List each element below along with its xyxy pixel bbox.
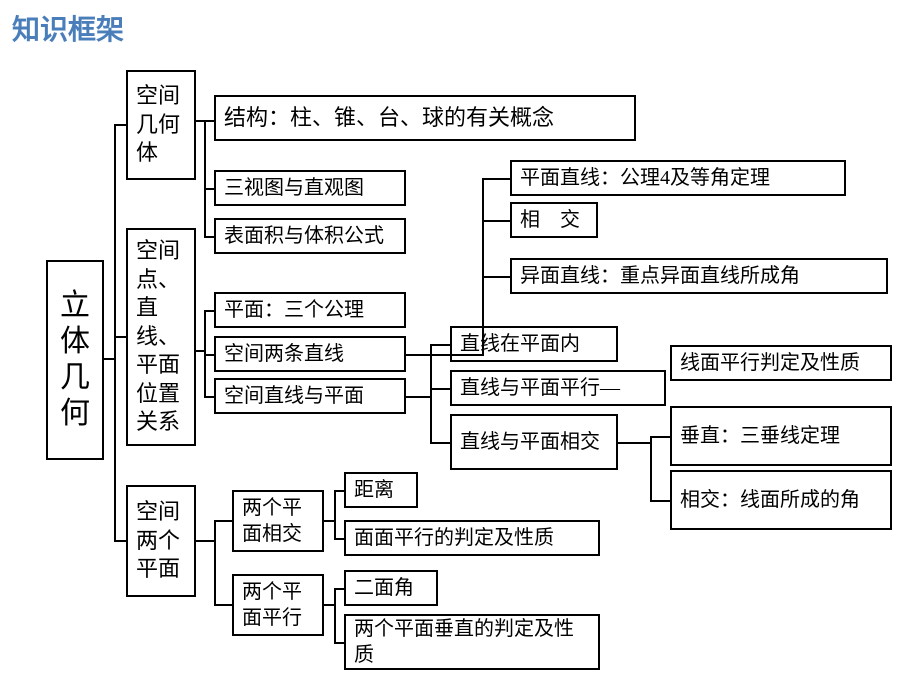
conn (214, 604, 232, 606)
l2-pos-rel: 空间点、直线、平面位置关系 (126, 228, 196, 446)
conn (334, 490, 344, 492)
conn (334, 642, 344, 644)
conn (334, 538, 344, 540)
parallel-result: 线面平行判定及性质 (670, 345, 892, 381)
gb-views: 三视图与直观图 (214, 170, 406, 206)
tp-parallel: 两个平面平行 (232, 574, 324, 636)
conn (114, 336, 126, 338)
l2-geom-body: 空间几何体 (126, 70, 196, 180)
conn (334, 490, 336, 538)
gb-structure: 结构：柱、锥、台、球的有关概念 (214, 95, 636, 141)
tp-intersect: 两个平面相交 (232, 490, 324, 552)
conn (650, 500, 670, 502)
lp-intersect: 直线与平面相交 (450, 414, 618, 470)
root-c4: 何 (60, 396, 90, 432)
conn (650, 436, 652, 500)
conn (650, 436, 670, 438)
conn (204, 396, 214, 398)
conn (204, 236, 214, 238)
conn (482, 178, 484, 356)
conn (430, 442, 450, 444)
int-angle: 相交：线面所成的角 (670, 470, 892, 530)
lp-parallel: 直线与平面平行— (450, 370, 666, 406)
conn (618, 442, 652, 444)
conn (406, 354, 484, 356)
conn (114, 540, 126, 542)
conn (482, 276, 510, 278)
conn (204, 188, 214, 190)
conn (430, 388, 450, 390)
root-box: 立 体 几 何 (46, 260, 104, 460)
conn (114, 124, 116, 540)
conn (430, 344, 450, 346)
root-c2: 体 (60, 324, 90, 360)
conn (204, 120, 214, 122)
pr-line-plane: 空间直线与平面 (214, 378, 406, 414)
tl-skew: 异面直线：重点异面直线所成角 (510, 258, 888, 294)
conn (214, 520, 232, 522)
conn (430, 344, 432, 442)
l2-two-planes: 空间两个平面 (126, 485, 196, 597)
ppi-distance: 距离 (344, 472, 418, 508)
int-perp: 垂直：三垂线定理 (670, 406, 892, 466)
pr-two-lines: 空间两条直线 (214, 336, 406, 372)
page-title: 知识框架 (12, 8, 124, 48)
pr-plane: 平面：三个公理 (214, 292, 406, 328)
ppp-dihedral: 二面角 (344, 570, 438, 606)
conn (114, 124, 126, 126)
conn (204, 310, 214, 312)
conn (214, 520, 216, 606)
conn (204, 354, 214, 356)
ppp-perp: 两个平面垂直的判定及性质 (344, 614, 600, 670)
conn (196, 540, 216, 542)
lp-in-plane: 直线在平面内 (450, 326, 618, 362)
conn (334, 588, 344, 590)
conn (482, 220, 510, 222)
gb-formulas: 表面积与体积公式 (214, 218, 406, 254)
conn (204, 310, 206, 396)
conn (482, 178, 510, 180)
tl-intersect: 相 交 (510, 202, 598, 238)
root-c3: 几 (60, 360, 90, 396)
root-c1: 立 (60, 288, 90, 324)
ppi-judge: 面面平行的判定及性质 (344, 520, 600, 556)
tl-planar: 平面直线：公理4及等角定理 (510, 160, 846, 196)
conn (406, 396, 432, 398)
conn (334, 588, 336, 642)
conn (204, 120, 206, 238)
